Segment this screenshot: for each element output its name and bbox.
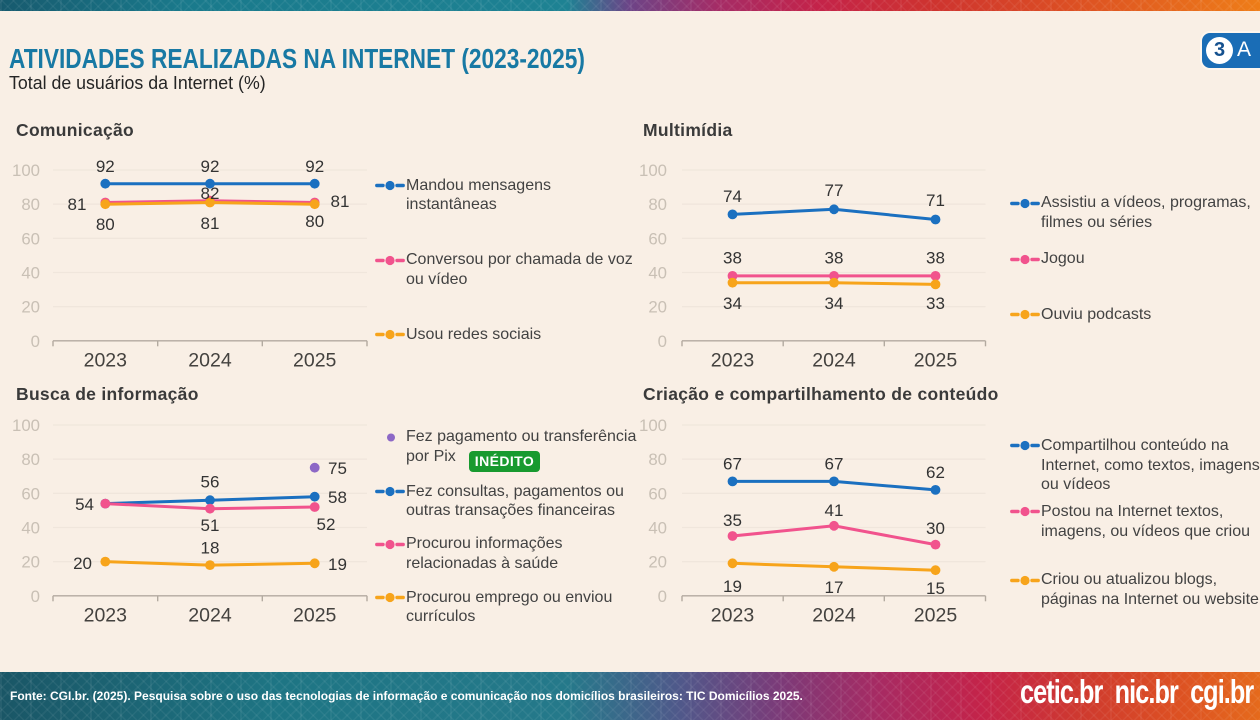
svg-text:100: 100 [12,416,40,435]
svg-text:15: 15 [926,579,945,598]
svg-text:2025: 2025 [914,349,958,371]
svg-text:75: 75 [328,459,347,478]
svg-text:60: 60 [648,229,667,248]
svg-text:2025: 2025 [293,604,337,626]
svg-text:92: 92 [96,157,115,176]
svg-text:2023: 2023 [84,349,127,371]
svg-text:67: 67 [825,455,844,474]
svg-text:81: 81 [201,214,220,233]
svg-text:17: 17 [825,578,844,597]
svg-text:30: 30 [926,519,945,538]
svg-text:2025: 2025 [914,604,958,626]
svg-text:71: 71 [926,191,945,210]
svg-text:81: 81 [331,192,350,211]
svg-text:60: 60 [21,229,40,248]
svg-text:20: 20 [73,554,92,573]
svg-text:54: 54 [75,495,94,514]
svg-text:2023: 2023 [84,604,127,626]
svg-text:56: 56 [201,473,220,492]
svg-text:2023: 2023 [711,604,754,626]
svg-text:92: 92 [201,157,220,176]
svg-text:0: 0 [658,587,667,606]
svg-text:20: 20 [648,298,667,317]
svg-text:2024: 2024 [188,604,232,626]
svg-text:77: 77 [825,181,844,200]
svg-text:80: 80 [305,212,324,231]
svg-text:20: 20 [21,298,40,317]
svg-text:92: 92 [305,157,324,176]
svg-text:20: 20 [21,553,40,572]
svg-text:80: 80 [21,195,40,214]
svg-text:0: 0 [658,332,667,351]
svg-text:100: 100 [639,161,667,180]
svg-text:38: 38 [723,249,742,268]
svg-text:51: 51 [201,516,220,535]
svg-text:74: 74 [723,187,742,206]
svg-text:2023: 2023 [711,349,754,371]
svg-text:0: 0 [31,587,40,606]
svg-text:80: 80 [648,450,667,469]
svg-text:40: 40 [21,264,40,283]
svg-text:38: 38 [926,249,945,268]
svg-text:34: 34 [723,294,742,313]
svg-text:80: 80 [648,195,667,214]
svg-text:67: 67 [723,455,742,474]
svg-text:18: 18 [201,539,220,558]
svg-text:2024: 2024 [812,349,856,371]
svg-text:82: 82 [201,184,220,203]
svg-text:35: 35 [723,511,742,530]
svg-text:58: 58 [328,488,347,507]
svg-text:40: 40 [648,519,667,538]
svg-text:38: 38 [825,249,844,268]
svg-text:60: 60 [21,484,40,503]
svg-text:33: 33 [926,294,945,313]
svg-text:0: 0 [31,332,40,351]
svg-text:60: 60 [648,484,667,503]
svg-text:81: 81 [68,195,87,214]
svg-text:100: 100 [639,416,667,435]
svg-text:40: 40 [21,519,40,538]
svg-text:2024: 2024 [812,604,856,626]
svg-text:62: 62 [926,463,945,482]
svg-text:52: 52 [317,515,336,534]
svg-text:19: 19 [723,577,742,596]
svg-text:41: 41 [825,501,844,520]
svg-text:19: 19 [328,555,347,574]
svg-text:80: 80 [21,450,40,469]
svg-text:2025: 2025 [293,349,337,371]
svg-text:100: 100 [12,161,40,180]
svg-text:80: 80 [96,215,115,234]
svg-text:34: 34 [825,294,844,313]
svg-text:40: 40 [648,264,667,283]
svg-text:2024: 2024 [188,349,232,371]
svg-text:20: 20 [648,553,667,572]
